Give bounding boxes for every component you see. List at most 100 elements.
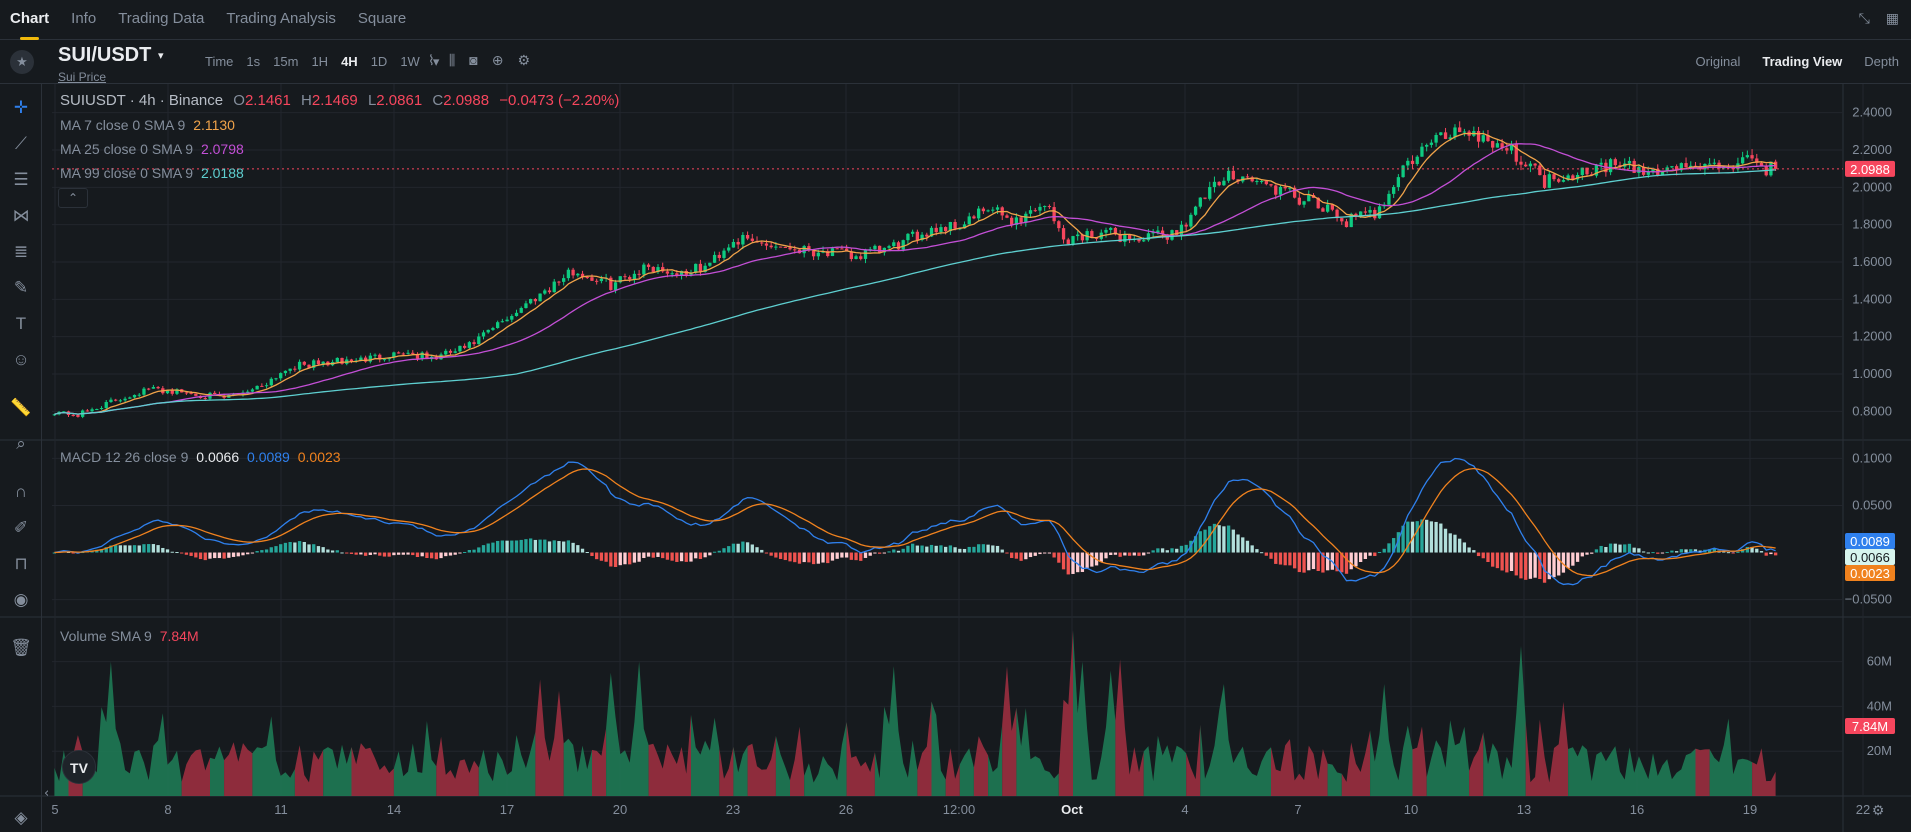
view-depth[interactable]: Depth: [1864, 54, 1899, 69]
candle: [1283, 186, 1287, 189]
macd-bar: [1061, 552, 1066, 570]
interval-4h[interactable]: 4H: [341, 54, 358, 69]
candle: [1245, 176, 1250, 178]
macd-bar: [1146, 552, 1151, 554]
collapse-legend-button[interactable]: ⌃: [58, 188, 88, 208]
candle: [1142, 240, 1146, 242]
candle: [128, 397, 132, 399]
tab-trading-data[interactable]: Trading Data: [118, 9, 205, 27]
macd-bar: [1618, 544, 1622, 553]
candle: [1448, 137, 1452, 139]
candle: [1679, 163, 1683, 171]
candle: [156, 387, 160, 389]
favorite-star-icon[interactable]: ★: [10, 50, 34, 74]
time-tick-label: 4: [1181, 802, 1188, 817]
volume-legend[interactable]: Volume SMA 9 7.84M: [60, 628, 199, 644]
candle: [1769, 161, 1773, 176]
view-trading-view[interactable]: Trading View: [1762, 54, 1843, 69]
candle: [175, 389, 179, 394]
candle: [420, 352, 424, 359]
interval-1w[interactable]: 1W: [400, 54, 420, 69]
candle: [939, 227, 943, 233]
macd-bar: [915, 545, 920, 553]
ruler-icon[interactable]: 📏: [10, 398, 32, 417]
macd-legend[interactable]: MACD 12 26 close 9 0.0066 0.0089 0.0023: [60, 449, 341, 465]
volume-segment: [945, 748, 960, 796]
zoom-icon[interactable]: ⌕: [16, 434, 26, 453]
interval-1h[interactable]: 1H: [311, 54, 329, 69]
trend-line-icon[interactable]: ⟋: [15, 134, 27, 153]
pair-selector[interactable]: SUI/USDT: [58, 44, 152, 66]
macd-bar: [717, 550, 721, 553]
ma25-legend[interactable]: MA 25 close 0 SMA 9 2.0798: [60, 141, 244, 157]
candle: [373, 354, 377, 356]
candle: [1481, 135, 1485, 142]
candle: [1358, 211, 1363, 217]
text-tool-icon[interactable]: T: [15, 314, 27, 333]
layers-icon[interactable]: ◈: [14, 808, 28, 827]
fib-icon[interactable]: ≣: [13, 242, 29, 261]
emoji-icon[interactable]: ☺: [12, 350, 30, 369]
macd-bar: [250, 552, 255, 554]
candle: [962, 224, 967, 229]
candle: [1217, 181, 1221, 186]
macd-bar: [675, 552, 679, 562]
tab-chart[interactable]: Chart: [10, 0, 49, 40]
candle: [793, 249, 797, 251]
macd-hist-value: 0.0066: [196, 449, 240, 465]
chart-type-icon[interactable]: ⫼: [448, 52, 456, 68]
tab-square[interactable]: Square: [357, 9, 407, 27]
trash-icon[interactable]: 🗑: [10, 638, 32, 657]
macd-bar: [1500, 552, 1504, 571]
brush-icon[interactable]: ✎: [13, 278, 29, 297]
camera-icon[interactable]: ◙: [469, 52, 478, 68]
ma99-legend[interactable]: MA 99 close 0 SMA 9 2.0188: [60, 165, 244, 181]
pair-dropdown-icon[interactable]: ▾: [158, 50, 164, 62]
interval-15m[interactable]: 15m: [273, 54, 299, 69]
tab-trading-analysis[interactable]: Trading Analysis: [226, 9, 336, 27]
interval-1d[interactable]: 1D: [370, 54, 388, 69]
tab-info[interactable]: Info: [71, 9, 97, 27]
pair-subtitle-link[interactable]: Sui Price: [58, 70, 107, 84]
macd-bar: [1269, 552, 1273, 559]
candle: [477, 336, 481, 345]
lock-drawing-icon[interactable]: ✐: [13, 518, 29, 537]
layout-grid-icon[interactable]: ▦: [1885, 10, 1899, 26]
pattern-icon[interactable]: ⋈: [12, 206, 30, 225]
macd-bar: [1382, 548, 1386, 553]
macd-bar: [1439, 523, 1443, 553]
crosshair-icon[interactable]: ✛: [13, 98, 29, 117]
add-icon[interactable]: ⊕: [491, 52, 504, 68]
macd-bar: [330, 550, 335, 553]
horizontal-lines-icon[interactable]: ☰: [13, 170, 29, 189]
candle: [901, 240, 905, 250]
interval-time[interactable]: Time: [205, 54, 234, 69]
ma7-legend[interactable]: MA 7 close 0 SMA 9 2.1130: [60, 117, 235, 133]
tradingview-logo-icon[interactable]: TV: [62, 750, 96, 784]
lock-icon[interactable]: ⊓: [14, 554, 28, 573]
eye-icon[interactable]: ◉: [13, 590, 29, 609]
macd-bar: [321, 547, 325, 553]
interval-dropdown-icon[interactable]: ▾: [432, 54, 440, 69]
volume-segment: [973, 736, 989, 796]
macd-bar: [646, 552, 651, 557]
volume-tick-label: 20M: [1867, 743, 1892, 758]
price-tick-label: 2.4000: [1852, 105, 1892, 120]
macd-bar: [425, 552, 429, 559]
view-original[interactable]: Original: [1695, 54, 1741, 69]
macd-bar: [222, 552, 226, 559]
interval-1s[interactable]: 1s: [246, 54, 261, 69]
collapse-icon[interactable]: ⤡: [1858, 10, 1870, 26]
ma7-line: [54, 132, 1776, 415]
volume-segment: [393, 721, 437, 796]
settings-gear-icon[interactable]: ⚙: [517, 52, 531, 68]
candle: [85, 410, 90, 412]
candle: [1047, 206, 1052, 208]
indicators-icon[interactable]: ⌇: [428, 52, 435, 68]
ohlc-high: 2.1469: [311, 92, 358, 109]
price-chart[interactable]: 2.4000 2.2000 2.0000 1.8000 1.6000 1.4000 1.20…: [0, 84, 1911, 832]
magnet-icon[interactable]: ∩: [14, 482, 28, 501]
macd-bar: [1585, 552, 1589, 555]
candle: [335, 357, 339, 362]
candle: [1637, 166, 1641, 173]
